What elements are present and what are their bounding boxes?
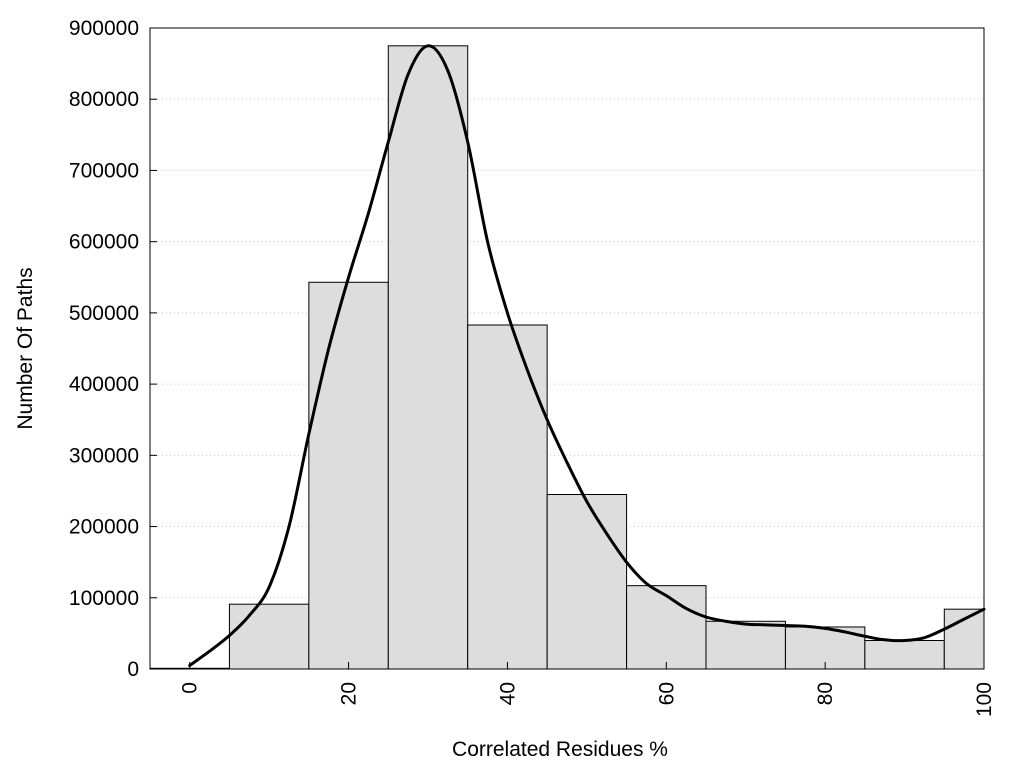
x-tick-label: 60 <box>655 682 678 705</box>
x-tick-label: 20 <box>338 682 361 705</box>
histogram-bar <box>387 45 469 670</box>
density-curve-layer <box>188 44 986 667</box>
density-curve <box>188 44 986 667</box>
plot-frame <box>149 27 985 670</box>
y-axis-title: Number Of Paths <box>14 267 37 429</box>
histogram-bar <box>864 640 945 670</box>
y-tick-label: 0 <box>127 658 139 681</box>
histogram-bar <box>467 324 548 670</box>
histogram-bar <box>546 494 628 670</box>
y-tick-label: 300000 <box>69 444 139 467</box>
y-tick-label: 900000 <box>69 17 139 40</box>
histogram-bars <box>149 45 985 670</box>
y-tick-label: 700000 <box>69 159 139 182</box>
x-tick-label: 100 <box>973 682 996 717</box>
y-tick-label: 500000 <box>69 302 139 325</box>
y-axis-ticks: 0 100000 200000 300000 400000 500000 600000 700… <box>69 17 157 681</box>
x-axis-title: Correlated Residues % <box>452 738 668 761</box>
histogram-bar <box>308 281 389 670</box>
x-tick-label: 80 <box>814 682 837 705</box>
y-tick-label: 600000 <box>69 231 139 254</box>
x-axis-ticks: 0 20 40 60 80 100 <box>179 662 996 717</box>
x-tick-label: 40 <box>496 682 519 705</box>
histogram-bar <box>228 603 310 670</box>
x-tick-label: 0 <box>179 682 202 694</box>
y-tick-label: 100000 <box>69 587 139 610</box>
histogram-bar <box>626 585 707 670</box>
y-tick-label: 200000 <box>69 516 139 539</box>
histogram-bar <box>705 620 786 670</box>
y-tick-label: 400000 <box>69 373 139 396</box>
y-tick-label: 800000 <box>69 88 139 111</box>
